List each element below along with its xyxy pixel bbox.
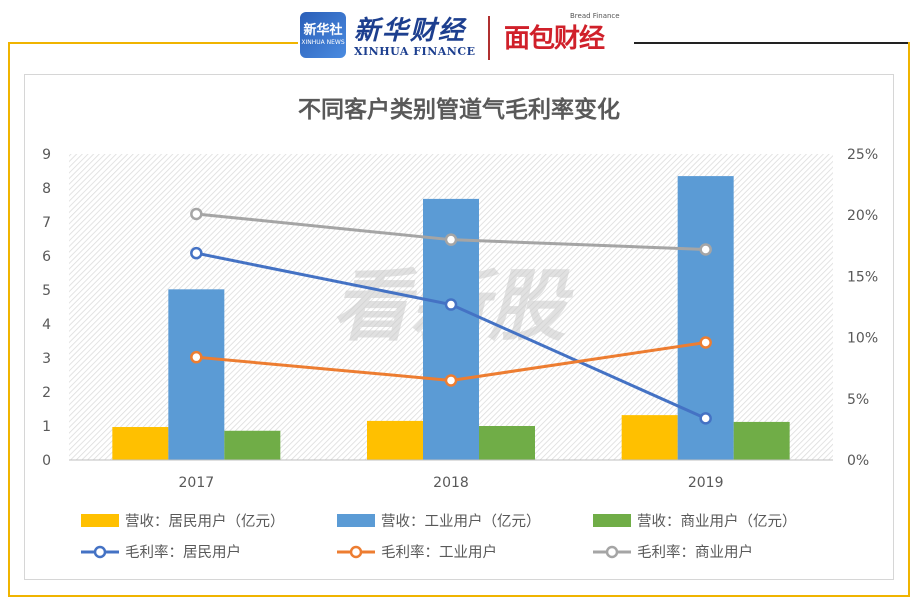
legend-marker-line-industrial-margin xyxy=(349,545,363,559)
xinhua-news-logo: 新华社 XINHUA NEWS xyxy=(300,12,346,58)
legend-swatch-bar-commercial xyxy=(593,514,631,527)
y-left-tick-label: 3 xyxy=(42,351,51,367)
x-tick-label: 2019 xyxy=(688,475,724,491)
y-left-tick-label: 0 xyxy=(42,453,51,469)
bar-commercial xyxy=(224,430,281,460)
frame-top-right xyxy=(634,42,910,44)
bread-finance-logo: Bread Finance 面包财经 xyxy=(504,12,620,55)
chart-title: 不同客户类别管道气毛利率变化 xyxy=(298,96,620,123)
line-industrial-margin-point xyxy=(190,350,203,364)
bar-commercial xyxy=(733,421,790,460)
line-industrial-margin-point xyxy=(444,374,458,387)
y-left-tick-label: 1 xyxy=(42,419,51,435)
x-tick-label: 2018 xyxy=(433,475,469,491)
line-commercial-margin-point xyxy=(190,207,203,221)
y-left-tick-label: 6 xyxy=(42,249,51,265)
xinhua-badge-en: XINHUA NEWS xyxy=(301,39,345,46)
line-industrial-margin-point xyxy=(699,336,712,349)
y-right-tick-label: 20% xyxy=(847,208,878,224)
line-residential-margin-point xyxy=(190,246,203,260)
y-left-tick-label: 8 xyxy=(42,181,51,197)
frame-top-left xyxy=(8,42,298,44)
line-commercial-margin-point xyxy=(699,243,712,256)
y-right-tick-label: 25% xyxy=(847,147,878,163)
legend-swatch-bar-industrial xyxy=(337,514,375,527)
y-right-tick-label: 15% xyxy=(847,269,878,285)
y-right-tick-label: 10% xyxy=(847,331,878,347)
bar-commercial xyxy=(479,426,535,460)
bar-residential xyxy=(112,427,169,460)
y-left-tick-label: 4 xyxy=(42,317,51,333)
header-divider xyxy=(488,16,490,60)
xinhua-badge-text: 新华社 xyxy=(303,23,343,38)
y-left-tick-label: 9 xyxy=(42,147,51,163)
x-tick-label: 2017 xyxy=(179,475,215,491)
legend-marker-line-residential-margin xyxy=(93,545,107,559)
legend-label: 毛利率：居民用户 xyxy=(125,544,241,561)
line-residential-margin-point xyxy=(699,412,712,425)
bar-residential xyxy=(621,415,678,460)
y-left-tick-label: 5 xyxy=(42,283,51,299)
brand-header: 新华社 XINHUA NEWS 新华财经 XINHUA FINANCE Brea… xyxy=(300,8,630,64)
line-commercial-margin-point xyxy=(444,233,458,246)
frame-right xyxy=(908,42,910,597)
xinhua-finance-logo: 新华财经 XINHUA FINANCE xyxy=(354,10,476,58)
legend-label: 营收：居民用户（亿元） xyxy=(125,513,285,530)
legend-marker-line-commercial-margin xyxy=(605,545,619,559)
legend-label: 营收：工业用户（亿元） xyxy=(381,513,541,530)
xinhua-finance-cn: 新华财经 xyxy=(354,16,467,46)
legend-label: 毛利率：商业用户 xyxy=(637,544,753,561)
line-residential-margin-point xyxy=(444,298,458,311)
bread-finance-cn: 面包财经 xyxy=(504,24,605,54)
legend-swatch-bar-residential xyxy=(81,514,119,527)
frame-bottom xyxy=(8,595,910,597)
y-left-tick-label: 2 xyxy=(42,385,51,401)
bar-industrial xyxy=(168,289,225,460)
bread-finance-en: Bread Finance xyxy=(570,12,620,20)
legend-label: 营收：商业用户（亿元） xyxy=(637,513,797,530)
bar-residential xyxy=(367,420,423,460)
y-right-tick-label: 5% xyxy=(847,392,869,408)
y-left-tick-label: 7 xyxy=(42,215,51,231)
xinhua-finance-en: XINHUA FINANCE xyxy=(354,45,476,58)
y-right-tick-label: 0% xyxy=(847,453,869,469)
frame-left xyxy=(8,42,10,597)
legend-label: 毛利率：工业用户 xyxy=(381,544,497,561)
